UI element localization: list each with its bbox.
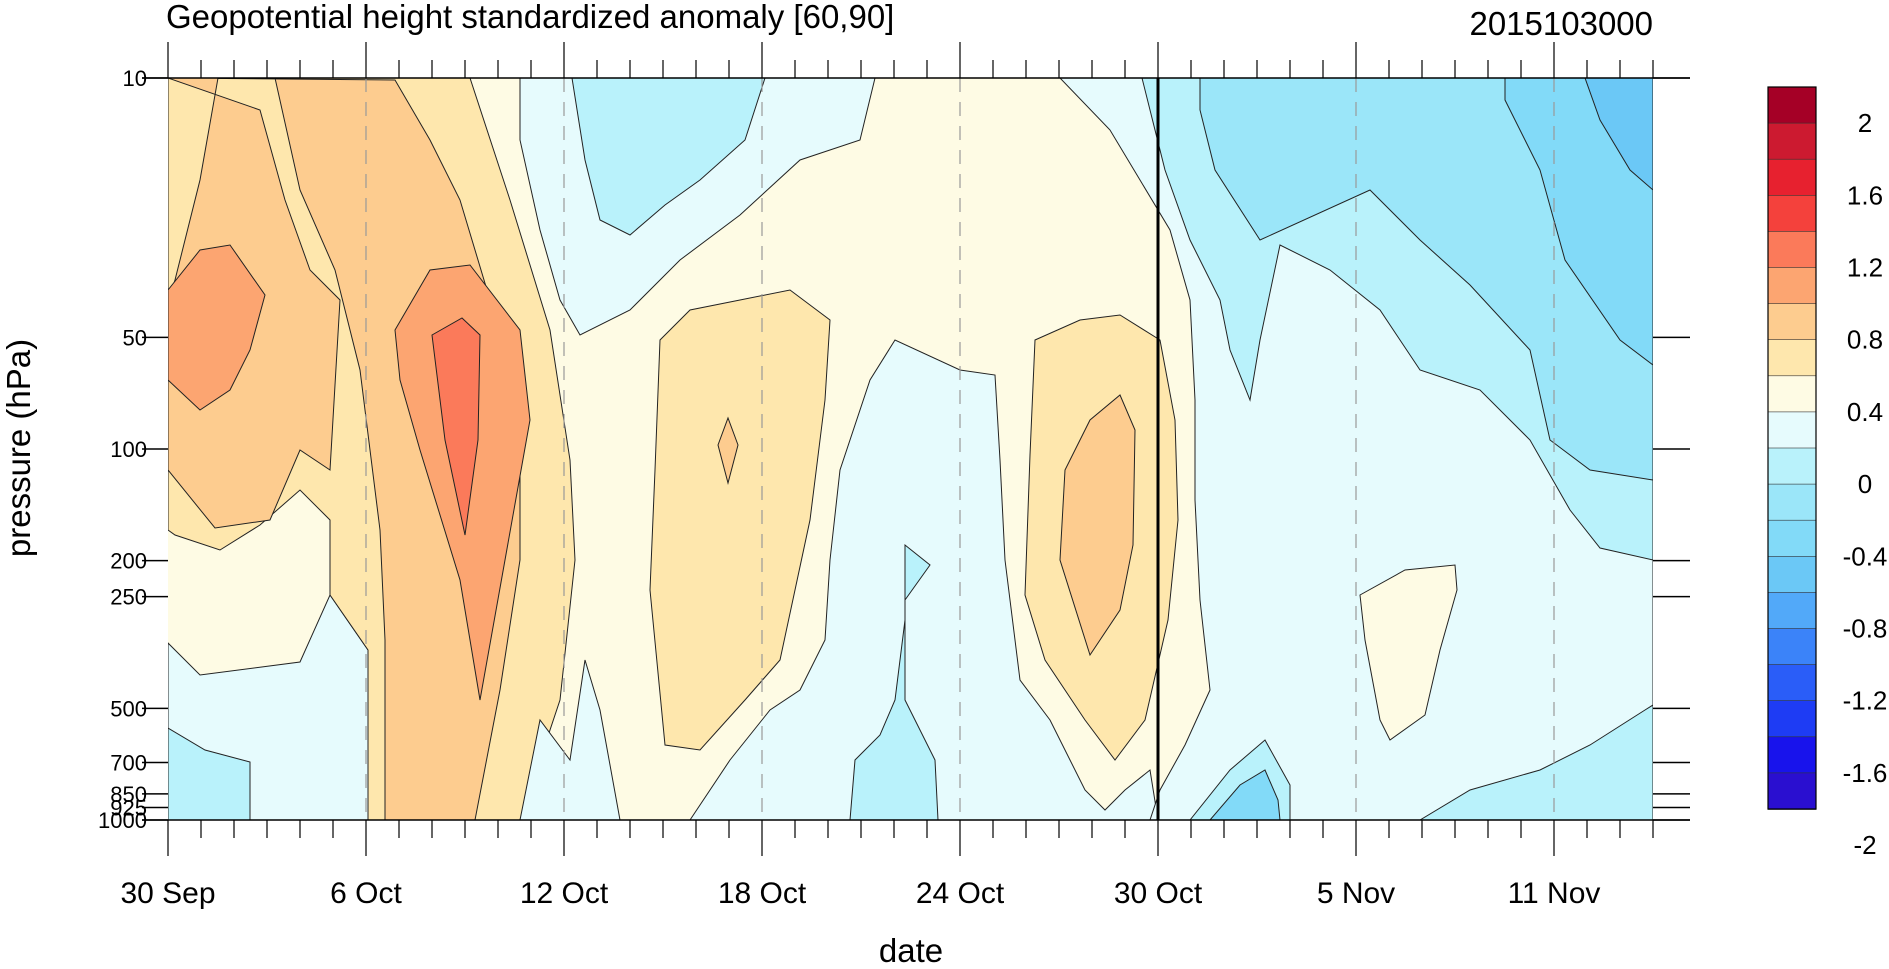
colorbar-swatch bbox=[1767, 158, 1817, 197]
contour-neg-left-bottom-2 bbox=[168, 727, 251, 820]
x-tick-label: 12 Oct bbox=[520, 877, 609, 910]
x-tick-label: 11 Nov bbox=[1508, 877, 1601, 910]
colorbar-swatch bbox=[1767, 483, 1817, 522]
colorbar: 2 1.6 1.2 0.8 0.4 0 -0.4 -0.8 -1.2 -1.6 -2 bbox=[1767, 86, 1888, 860]
colorbar-swatch bbox=[1767, 628, 1817, 666]
colorbar-swatch bbox=[1767, 339, 1817, 377]
colorbar-label: 0 bbox=[1858, 469, 1872, 499]
contour-pos-28oct-core bbox=[1059, 394, 1136, 657]
y-tick-label: 700 bbox=[110, 751, 147, 776]
colorbar-swatch bbox=[1767, 592, 1817, 630]
colorbar-swatch bbox=[1767, 195, 1817, 233]
colorbar-swatch bbox=[1767, 736, 1817, 774]
contour-neg-right-3 bbox=[1199, 78, 1653, 481]
x-axis-label: date bbox=[879, 932, 943, 969]
colorbar-label: -2 bbox=[1853, 830, 1876, 860]
colorbar-label: -0.4 bbox=[1843, 541, 1888, 571]
colorbar-swatch bbox=[1767, 519, 1817, 558]
colorbar-swatch bbox=[1767, 303, 1817, 341]
y-tick-label: 850 bbox=[110, 782, 147, 807]
x-tick-label: 6 Oct bbox=[330, 877, 402, 910]
y-tick-label: 50 bbox=[123, 325, 147, 350]
colorbar-label: -1.6 bbox=[1843, 758, 1888, 788]
contour-pos-left-2 bbox=[168, 78, 521, 820]
contour-pos-5nov bbox=[1359, 564, 1458, 741]
contour-pos-18oct-peak bbox=[717, 416, 739, 485]
colorbar-frame bbox=[1767, 86, 1817, 810]
y-tick-label: 250 bbox=[110, 585, 147, 610]
colorbar-swatch bbox=[1767, 555, 1817, 594]
contour-pos-left-4 bbox=[168, 244, 266, 411]
contour-pos-peak-8oct-core bbox=[431, 317, 481, 536]
contour-neg-right-5 bbox=[1584, 78, 1653, 191]
colorbar-swatch bbox=[1767, 122, 1817, 160]
y-tick-label: 200 bbox=[110, 549, 147, 574]
colorbar-label: 1.6 bbox=[1847, 180, 1883, 210]
colorbar-swatch bbox=[1767, 700, 1817, 738]
y-axis-label: pressure (hPa) bbox=[0, 339, 37, 557]
colorbar-swatch bbox=[1767, 447, 1817, 485]
colorbar-label: 1.2 bbox=[1847, 253, 1883, 283]
y-tick-label: 100 bbox=[110, 437, 147, 462]
colorbar-swatch bbox=[1767, 86, 1817, 124]
run-label: 2015103000 bbox=[1469, 5, 1653, 42]
chart-title: Geopotential height standardized anomaly… bbox=[166, 0, 894, 35]
colorbar-label: 0.4 bbox=[1847, 397, 1883, 427]
contour-neg-center-2 bbox=[689, 339, 1159, 820]
x-tick-label: 30 Oct bbox=[1114, 877, 1203, 910]
plot-frame bbox=[142, 77, 1690, 821]
x-tick-label: 30 Sep bbox=[120, 877, 215, 910]
contour-neg-center bbox=[519, 659, 621, 820]
colorbar-swatch bbox=[1767, 664, 1817, 702]
x-tick-label: 18 Oct bbox=[718, 877, 807, 910]
contour-neg-bottom-right bbox=[1419, 704, 1653, 820]
gridlines bbox=[365, 78, 1555, 820]
colorbar-label: -1.2 bbox=[1843, 686, 1888, 716]
contour-field bbox=[168, 78, 1653, 820]
contour-neg-center-3 bbox=[849, 543, 939, 820]
x-axis: 30 Sep 6 Oct 12 Oct 18 Oct 24 Oct 30 Oct 5 Nov… bbox=[120, 42, 1654, 910]
colorbar-swatch bbox=[1767, 772, 1817, 810]
y-tick-label: 925 bbox=[110, 795, 147, 820]
colorbar-swatch bbox=[1767, 375, 1817, 413]
x-tick-label: 24 Oct bbox=[916, 877, 1005, 910]
contour-neg-12oct-core bbox=[571, 78, 766, 236]
colorbar-swatch bbox=[1767, 411, 1817, 449]
contour-neg-bottom-mid-2 bbox=[1209, 769, 1281, 820]
contour-pos-18oct bbox=[649, 289, 831, 751]
colorbar-label: -0.8 bbox=[1843, 614, 1888, 644]
colorbar-swatch bbox=[1767, 231, 1817, 269]
x-tick-label: 5 Nov bbox=[1317, 877, 1395, 910]
y-tick-label: 500 bbox=[110, 696, 147, 721]
contour-neg-right-4 bbox=[1504, 78, 1653, 366]
colorbar-swatch bbox=[1767, 267, 1817, 305]
y-tick-label: 1000 bbox=[98, 808, 147, 833]
y-tick-label: 10 bbox=[123, 66, 147, 91]
colorbar-label: 2 bbox=[1858, 108, 1872, 138]
colorbar-label: 0.8 bbox=[1847, 325, 1883, 355]
